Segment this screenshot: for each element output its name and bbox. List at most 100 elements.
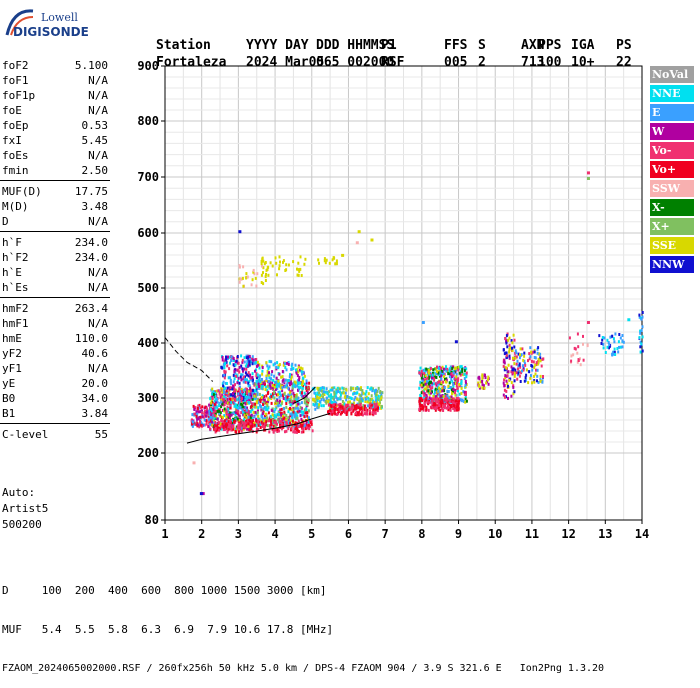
echo-point bbox=[447, 408, 450, 412]
echo-point bbox=[275, 385, 278, 388]
echo-point bbox=[241, 393, 244, 397]
echo-point bbox=[604, 351, 607, 354]
echo-point bbox=[533, 350, 536, 354]
echo-point bbox=[539, 356, 542, 360]
echo-point bbox=[418, 402, 421, 406]
echo-point bbox=[210, 401, 213, 405]
echo-point bbox=[437, 385, 439, 389]
echo-point bbox=[532, 350, 535, 354]
echo-point bbox=[269, 261, 272, 265]
echo-point bbox=[334, 403, 337, 407]
echo-point bbox=[301, 419, 304, 423]
echo-point bbox=[446, 400, 449, 404]
echo-point bbox=[355, 241, 359, 245]
echo-point bbox=[313, 403, 316, 407]
echo-point bbox=[639, 345, 642, 349]
echo-point bbox=[244, 398, 247, 402]
echo-point bbox=[224, 396, 227, 400]
echo-point bbox=[447, 405, 450, 409]
echo-point bbox=[431, 382, 434, 386]
echo-point bbox=[305, 408, 308, 412]
param-value: 5.100 bbox=[74, 59, 108, 72]
echo-point bbox=[276, 413, 279, 417]
echo-point bbox=[197, 417, 200, 421]
echo-point bbox=[380, 396, 383, 400]
echo-point bbox=[240, 418, 243, 422]
echo-point bbox=[503, 359, 506, 363]
echo-point bbox=[265, 405, 268, 409]
echo-point bbox=[319, 393, 322, 397]
echo-point bbox=[602, 342, 605, 346]
echo-point bbox=[328, 390, 331, 394]
echo-point bbox=[234, 363, 237, 367]
echo-point bbox=[268, 386, 271, 390]
echo-point bbox=[525, 368, 528, 372]
legend-sse: SSE bbox=[650, 237, 694, 254]
echo-point bbox=[345, 403, 348, 407]
trace-cluster-4 bbox=[256, 359, 306, 390]
echo-point bbox=[257, 428, 260, 432]
echo-point bbox=[228, 413, 230, 417]
echo-point bbox=[337, 403, 340, 407]
echo-point bbox=[284, 362, 286, 366]
echo-point bbox=[428, 392, 431, 396]
echo-point bbox=[261, 256, 264, 260]
echo-point bbox=[264, 414, 266, 418]
echo-point bbox=[305, 397, 308, 401]
echo-point bbox=[294, 421, 297, 425]
echo-point bbox=[261, 415, 264, 419]
param-row: fmin 2.50 bbox=[0, 163, 110, 178]
param-row: h`F2 234.0 bbox=[0, 250, 110, 265]
echo-point bbox=[301, 372, 303, 376]
echo-point bbox=[215, 389, 218, 393]
echo-point bbox=[257, 409, 259, 413]
echo-point bbox=[260, 262, 263, 266]
echo-point bbox=[269, 386, 272, 390]
echo-point bbox=[267, 273, 270, 277]
echo-point bbox=[255, 364, 258, 368]
param-value: 0.53 bbox=[81, 119, 109, 132]
echo-point bbox=[291, 408, 294, 412]
echo-point bbox=[246, 275, 249, 279]
echo-point bbox=[445, 378, 448, 382]
model-curve bbox=[164, 337, 214, 382]
echo-point bbox=[236, 381, 239, 385]
echo-point bbox=[313, 391, 316, 395]
param-key: foF1 bbox=[2, 74, 29, 87]
echo-point bbox=[255, 360, 258, 364]
echo-point bbox=[443, 372, 446, 376]
echo-point bbox=[215, 404, 218, 408]
logo-line2: DIGISONDE bbox=[13, 25, 89, 39]
echo-point bbox=[219, 426, 221, 430]
echo-point bbox=[301, 386, 304, 390]
echo-point bbox=[505, 389, 508, 393]
echo-point bbox=[258, 417, 261, 421]
echo-point bbox=[586, 344, 589, 348]
echo-point bbox=[456, 408, 458, 412]
param-key: foF1p bbox=[2, 89, 36, 102]
header-label-2: DDD HHMMSS bbox=[316, 38, 394, 53]
echo-point bbox=[235, 359, 238, 363]
echo-point bbox=[239, 424, 242, 427]
echo-point bbox=[534, 356, 537, 360]
echo-point bbox=[248, 363, 251, 367]
echo-point bbox=[273, 396, 276, 400]
echo-point bbox=[293, 427, 296, 431]
echo-point bbox=[260, 259, 263, 263]
echo-point bbox=[418, 371, 421, 375]
legend-nnw: NNW bbox=[650, 256, 694, 273]
echo-point bbox=[437, 389, 440, 393]
echo-point bbox=[439, 405, 442, 408]
echo-point bbox=[329, 400, 332, 404]
echo-point bbox=[261, 372, 264, 376]
echo-point bbox=[339, 402, 342, 406]
echo-point bbox=[344, 391, 347, 395]
param-key: B1 bbox=[2, 407, 16, 420]
echo-point bbox=[531, 381, 533, 385]
echo-point bbox=[428, 401, 431, 405]
echo-point bbox=[300, 393, 303, 397]
echo-point bbox=[275, 400, 278, 403]
echo-point bbox=[273, 374, 276, 378]
echo-point bbox=[268, 371, 270, 375]
